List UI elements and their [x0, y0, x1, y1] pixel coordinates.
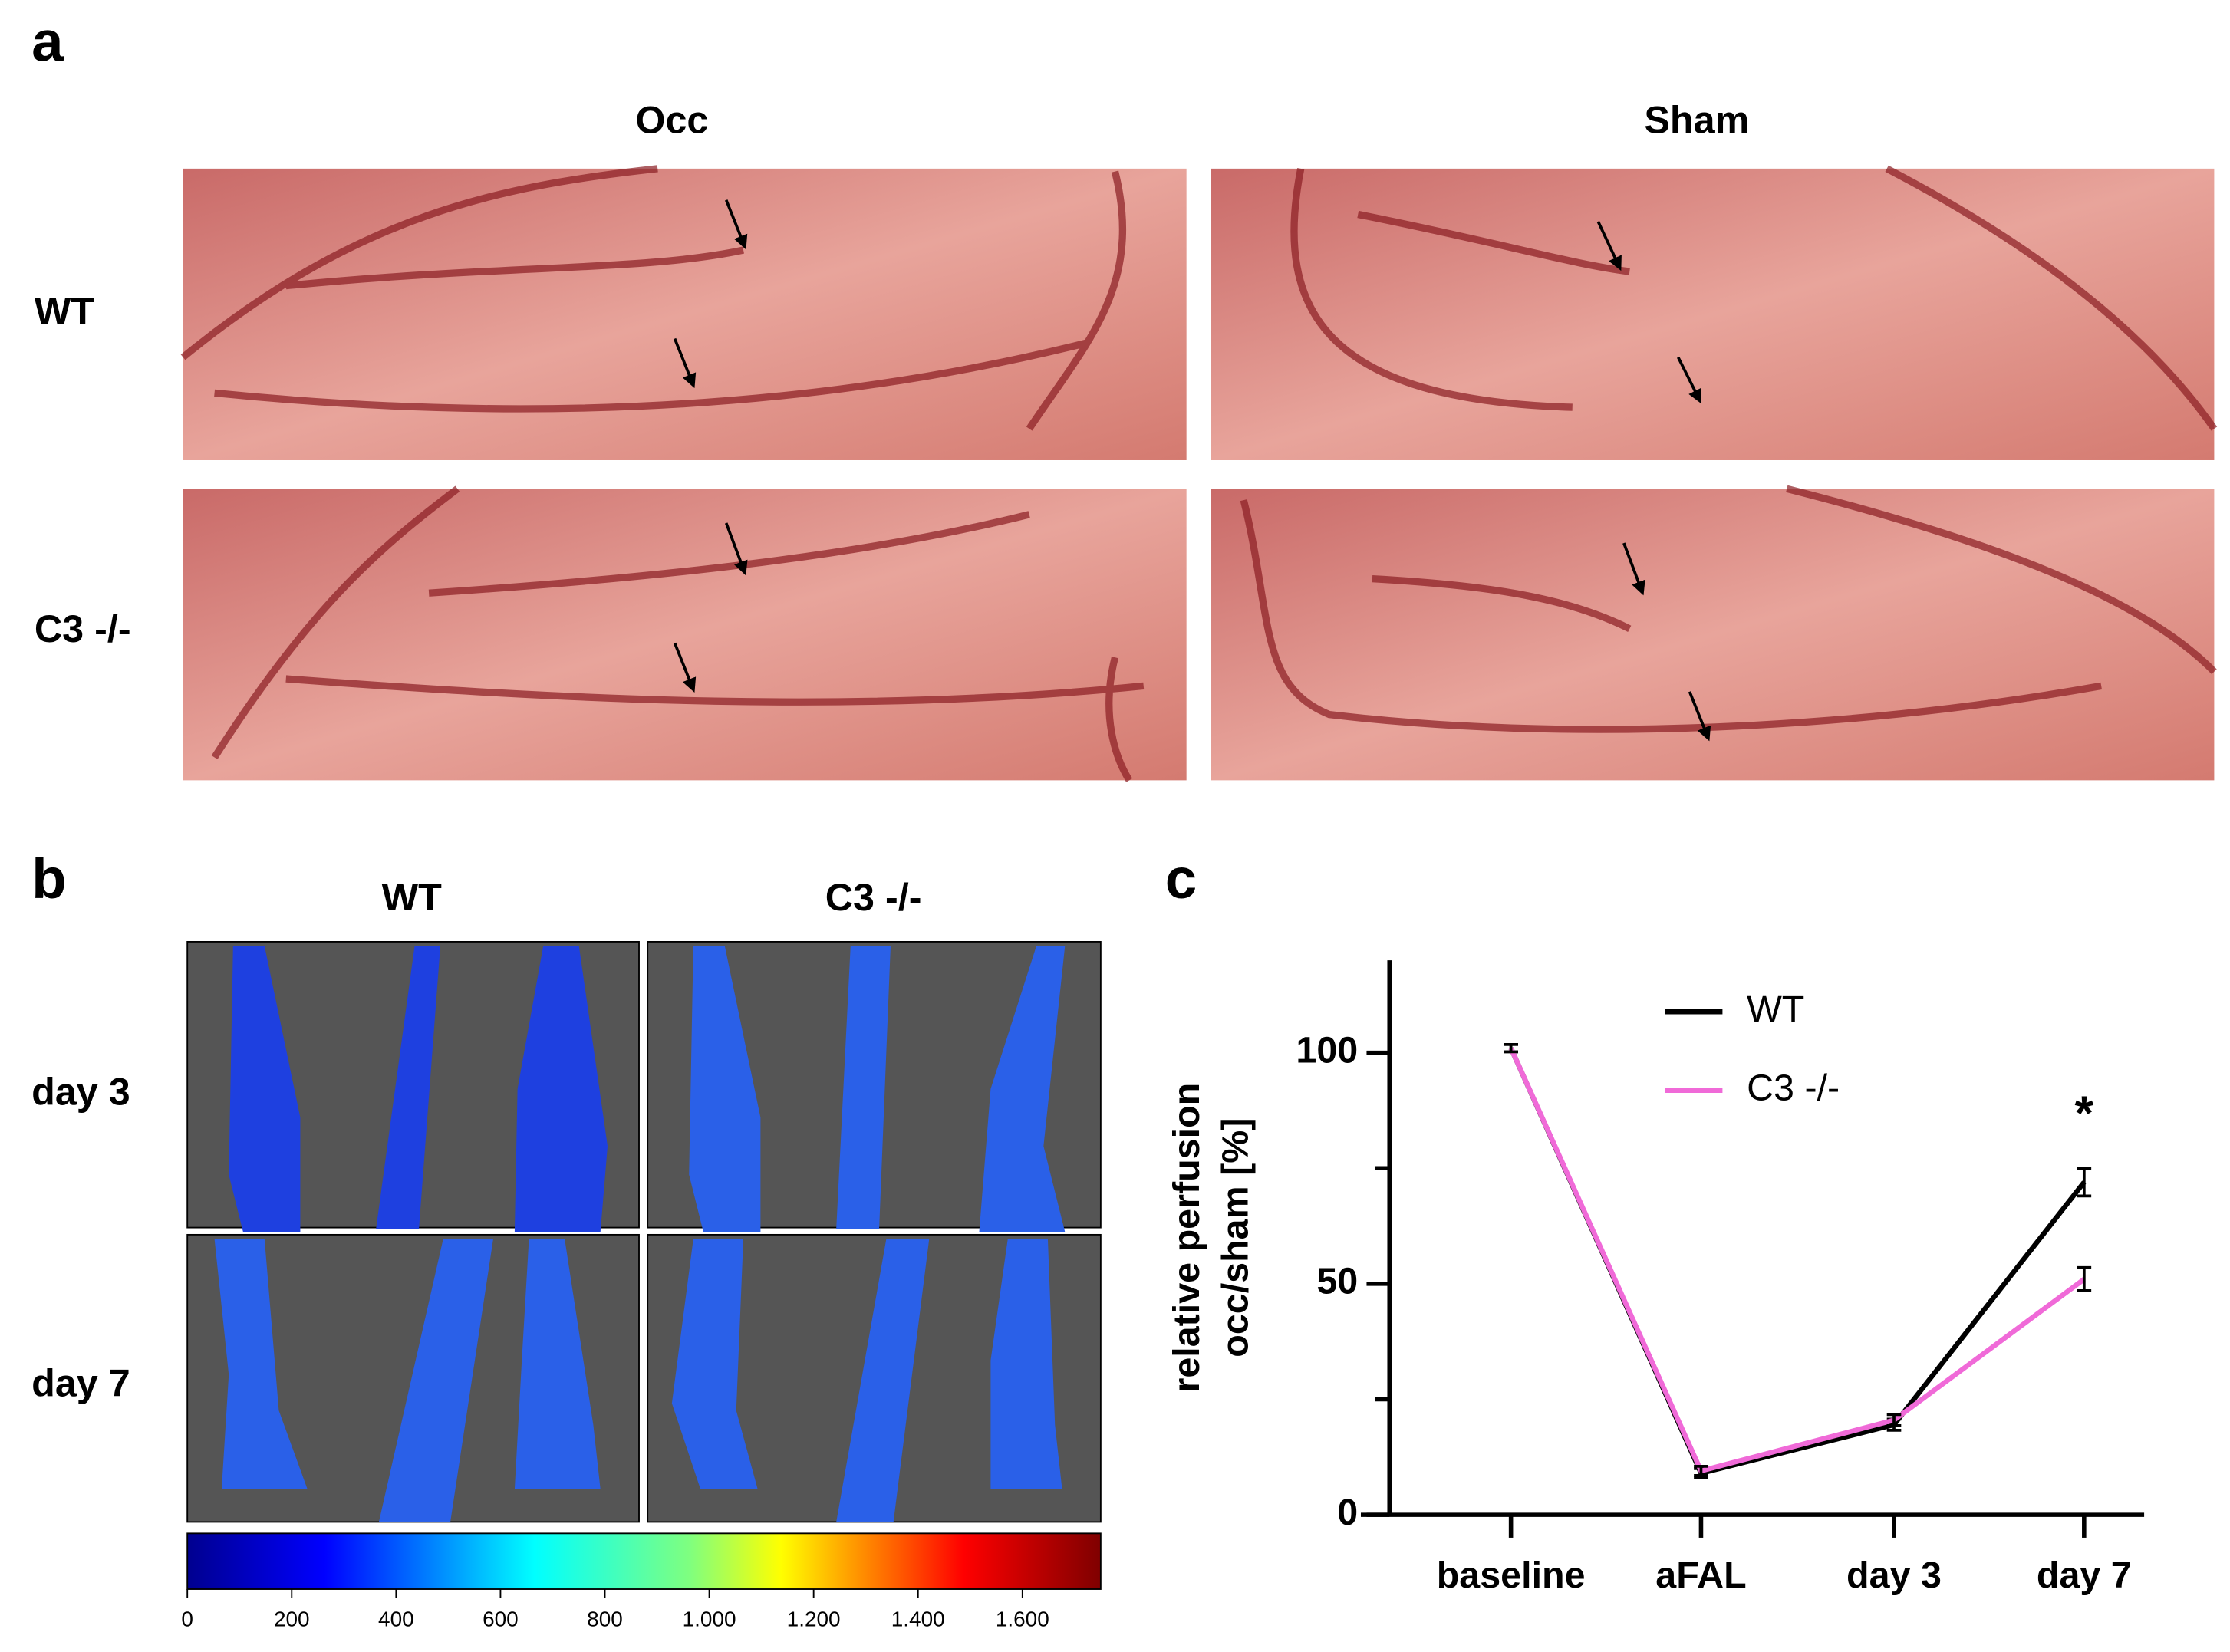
- labels: a Occ Sham WT C3 -/- b WT C3 -/- day 3 d…: [31, 9, 1749, 1404]
- annotation: *: [2075, 1087, 2094, 1140]
- x-tick-label: aFAL: [1655, 1555, 1746, 1596]
- x-tick-label: baseline: [1437, 1555, 1586, 1596]
- row-label: day 7: [31, 1361, 130, 1405]
- heatmap: [647, 940, 1102, 1232]
- column-label: Sham: [1644, 98, 1749, 142]
- row-label: C3 -/-: [35, 607, 131, 650]
- colorbar-tick-label: 800: [587, 1607, 623, 1631]
- error-bar: [2077, 1265, 2092, 1292]
- panel-label: a: [31, 9, 64, 73]
- error-bar: [2077, 1167, 2092, 1198]
- y-tick-label: 100: [1296, 1029, 1358, 1071]
- y-tick-label: 50: [1316, 1261, 1358, 1302]
- colorbar-tick-label: 1.600: [996, 1607, 1049, 1631]
- colorbar-tick-label: 200: [274, 1607, 310, 1631]
- heatmap: [186, 940, 640, 1232]
- legend-label: WT: [1747, 989, 1804, 1030]
- colorbar: [186, 1532, 1102, 1590]
- error-bar: [1504, 1042, 1518, 1054]
- y-axis-label: occ/sham [%]: [1215, 1118, 1257, 1357]
- colorbar-tick-label: 1.200: [787, 1607, 841, 1631]
- panel-a-images: [180, 165, 2218, 782]
- panel-label: b: [31, 847, 67, 910]
- y-tick-label: 0: [1337, 1492, 1358, 1533]
- photo: [183, 485, 1187, 782]
- series-line: [1508, 1047, 2087, 1476]
- row-label: day 3: [31, 1070, 130, 1114]
- photo: [180, 165, 1187, 460]
- panel-b-images: [186, 940, 1102, 1590]
- panel-label: c: [1165, 847, 1197, 910]
- photo: [1211, 485, 2217, 781]
- heatmap: [186, 1233, 640, 1523]
- column-label: WT: [382, 875, 442, 919]
- colorbar-tick-label: 400: [378, 1607, 414, 1631]
- legend-label: C3 -/-: [1747, 1068, 1840, 1109]
- y-axis-label: relative perfusion: [1166, 1083, 1207, 1393]
- heatmap: [647, 1233, 1102, 1523]
- column-label: C3 -/-: [825, 875, 922, 919]
- series-line: [1508, 1047, 2086, 1474]
- colorbar-tick-label: 1.000: [683, 1607, 736, 1631]
- photo: [1211, 165, 2218, 460]
- x-tick-label: day 3: [1846, 1555, 1942, 1596]
- error-bar: [1886, 1413, 1902, 1427]
- arrows: [673, 199, 1711, 742]
- colorbar-tick-label: 0: [181, 1607, 193, 1631]
- x-tick-label: day 7: [2037, 1555, 2132, 1596]
- column-label: Occ: [635, 98, 708, 142]
- error-bar: [1694, 1464, 1708, 1477]
- colorbar-tick-label: 1.400: [891, 1607, 945, 1631]
- row-label: WT: [35, 289, 94, 333]
- colorbar-tick-label: 600: [483, 1607, 519, 1631]
